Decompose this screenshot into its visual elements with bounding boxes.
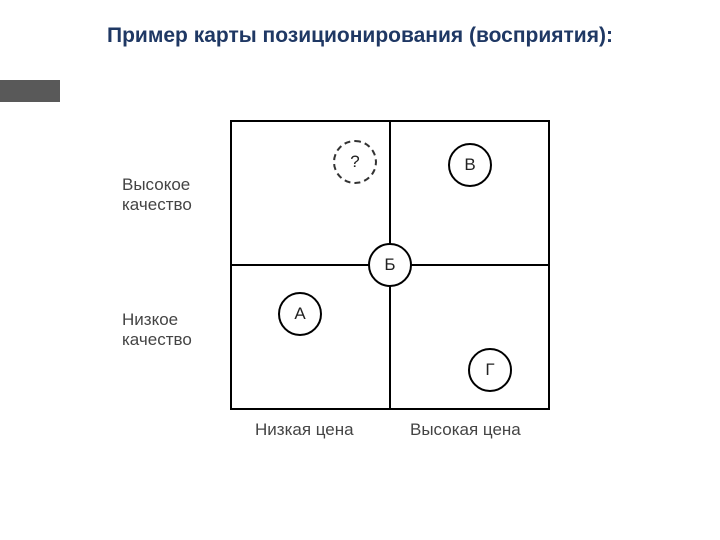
- y-axis-label-line: качество: [122, 195, 192, 214]
- slide-title: Пример карты позиционирования (восприяти…: [0, 24, 720, 48]
- accent-bar: [0, 80, 60, 102]
- map-node-label: ?: [350, 152, 359, 172]
- slide: Пример карты позиционирования (восприяти…: [0, 0, 720, 540]
- map-node: А: [278, 292, 322, 336]
- x-axis-label: Низкая цена: [255, 420, 354, 440]
- map-node-label: Г: [485, 360, 494, 380]
- map-node: Б: [368, 243, 412, 287]
- x-axis-label: Высокая цена: [410, 420, 521, 440]
- y-axis-label-line: Высокое: [122, 175, 190, 194]
- map-node-label: В: [464, 155, 475, 175]
- map-node: В: [448, 143, 492, 187]
- y-axis-label-line: Низкое: [122, 310, 178, 329]
- map-node-label: Б: [384, 255, 395, 275]
- y-axis-label: Высокоекачество: [122, 175, 192, 214]
- y-axis-label: Низкоекачество: [122, 310, 192, 349]
- map-node: ?: [333, 140, 377, 184]
- map-node-label: А: [294, 304, 305, 324]
- y-axis-label-line: качество: [122, 330, 192, 349]
- map-node: Г: [468, 348, 512, 392]
